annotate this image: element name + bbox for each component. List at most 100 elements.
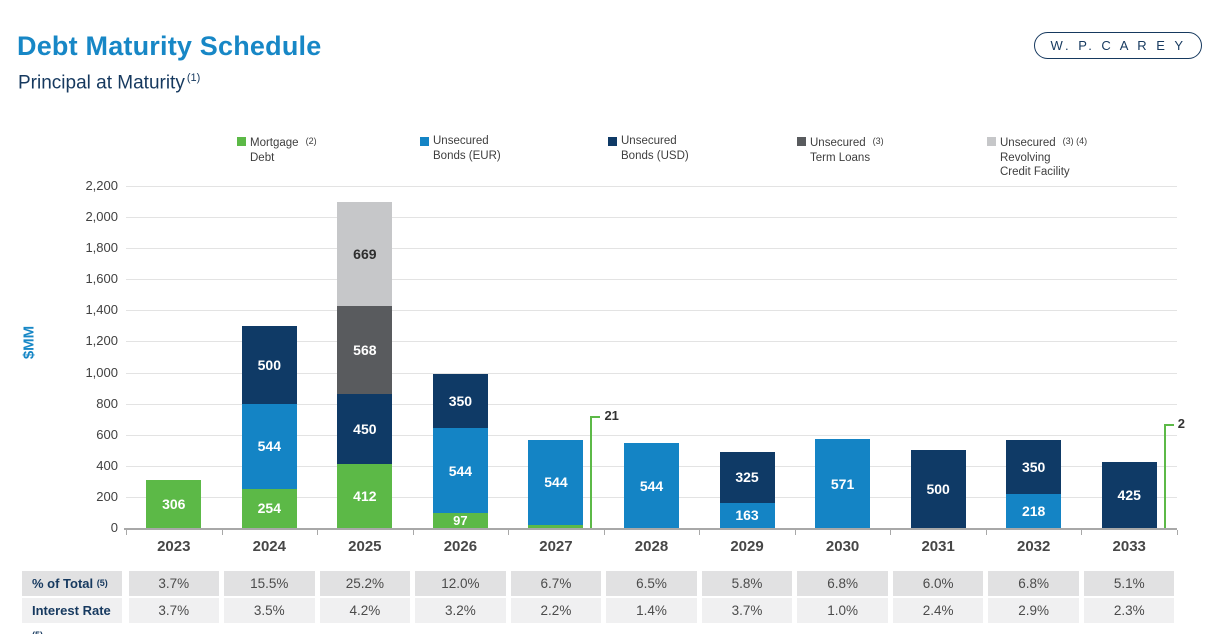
- legend-label-line: Revolving: [1000, 151, 1051, 164]
- x-axis-tick: [221, 530, 223, 535]
- bar-segment: [719, 452, 775, 503]
- legend-label-line: Unsecured: [621, 135, 677, 147]
- legend-item-label: Unsecured (3) Term Loans: [810, 134, 884, 165]
- y-axis-tick-label: 1,400: [85, 302, 118, 318]
- callout-line: [590, 416, 593, 528]
- table-cell: 4.2%: [319, 598, 411, 623]
- bar-segment: [815, 439, 871, 528]
- bar-value-label: 544: [448, 462, 473, 479]
- table-cell: 1.4%: [606, 598, 697, 623]
- x-axis-tick: [603, 530, 605, 535]
- bar-value-label: 306: [162, 496, 186, 513]
- table-cell: 25.2%: [319, 571, 411, 596]
- bar-segment: [337, 393, 393, 464]
- bar-value-label: 669: [353, 245, 377, 262]
- legend-label-line: Debt: [250, 151, 275, 164]
- table-cell: 2.3%: [1083, 598, 1175, 623]
- x-axis-tick-label: 2031: [921, 538, 955, 555]
- bar-value-label: 97: [453, 512, 468, 528]
- bar-segment: [337, 463, 393, 528]
- x-axis-tick-label: 2026: [443, 538, 478, 555]
- x-axis-tick: [1177, 530, 1178, 535]
- legend-swatch-icon: [608, 137, 617, 146]
- legend-swatch-icon: [797, 137, 806, 146]
- x-axis-tick: [1081, 530, 1083, 535]
- bar-segment: [432, 373, 488, 429]
- gridline: [126, 248, 1177, 250]
- y-axis-tick-label: 1,600: [85, 271, 118, 287]
- bar-value-label: 544: [544, 474, 568, 491]
- x-axis-tick-label: 2024: [252, 538, 286, 555]
- legend-item-label: Unsecured (3) (4) Revolving Credit Facility: [1000, 134, 1087, 180]
- gridline: [126, 186, 1177, 187]
- gridline: [126, 403, 1177, 405]
- bar-segment: [337, 305, 393, 394]
- bar-segment: [528, 524, 584, 528]
- callout-tick: [590, 416, 601, 418]
- legend-item: Unsecured Bonds (EUR): [420, 134, 501, 163]
- legend-label-line: Term Loans: [810, 151, 871, 164]
- legend-label-line: Unsecured: [433, 135, 489, 147]
- x-axis-tick-label: 2025: [348, 538, 382, 555]
- legend-label-line: Credit Facility: [1000, 166, 1070, 178]
- bar-value-label: 350: [448, 393, 473, 410]
- y-axis-tick-label: 1,200: [85, 333, 118, 349]
- x-axis-tick: [508, 530, 510, 535]
- bar-value-label: 425: [1117, 486, 1141, 503]
- table-cell: 12.0%: [415, 571, 506, 596]
- legend-label-line: Unsecured (3) (4): [1000, 136, 1088, 149]
- table-row-label: Interest Rate (5): [22, 598, 122, 634]
- x-axis-tick: [126, 530, 127, 535]
- x-axis-line: [124, 528, 1177, 530]
- table-cell: 6.7%: [510, 571, 602, 596]
- bar-value-label: 544: [639, 477, 664, 494]
- gridline: [126, 279, 1177, 281]
- bar-value-label: 163: [735, 507, 759, 524]
- legend-footnote: (3) (4): [1062, 136, 1088, 146]
- bar-segment: [146, 480, 202, 528]
- legend-swatch-icon: [420, 137, 429, 146]
- y-axis-tick-label: 0: [110, 520, 118, 535]
- x-axis-tick: [317, 530, 319, 535]
- y-axis-tick-label: 400: [96, 457, 118, 473]
- legend-item-label: Unsecured Bonds (USD): [621, 134, 689, 163]
- table-cell: 2.9%: [988, 598, 1079, 623]
- table-label-footnote: (5): [96, 578, 108, 588]
- x-axis-tick-label: 2023: [157, 538, 191, 555]
- x-axis-tick-label: 2027: [539, 538, 573, 555]
- y-axis-tick-label: 1,800: [85, 240, 118, 256]
- gridline: [126, 434, 1177, 436]
- table-row-label: % of Total (5): [22, 571, 122, 596]
- legend-label-line: Mortgage (2): [250, 136, 317, 149]
- bar-value-label: 218: [1021, 503, 1046, 520]
- legend-label-line: Unsecured (3): [810, 136, 884, 149]
- legend-footnote: (3): [872, 136, 884, 146]
- x-axis-tick: [890, 530, 892, 535]
- bar-segment: [1006, 494, 1062, 528]
- bar-segment: [241, 403, 297, 489]
- bar-value-label: 325: [735, 469, 759, 486]
- y-axis-tick-label: 1,000: [85, 364, 118, 380]
- x-axis-tick-label: 2032: [1016, 538, 1051, 555]
- y-axis-tick-label: 800: [96, 395, 118, 411]
- legend-item: Mortgage (2) Debt: [237, 134, 317, 165]
- page-subtitle: Principal at Maturity (1): [18, 72, 200, 94]
- bar-value-label: 544: [257, 438, 281, 455]
- legend-swatch-icon: [987, 137, 996, 146]
- legend-swatch-icon: [237, 137, 246, 146]
- table-label-footnote: (5): [32, 630, 43, 634]
- callout-tick: [1163, 424, 1174, 426]
- x-axis-tick: [699, 530, 701, 535]
- subtitle-footnote: (1): [186, 72, 201, 84]
- y-axis-tick-label: 2,000: [85, 209, 118, 225]
- bar-segment: [432, 512, 488, 528]
- table-cell: 6.8%: [988, 571, 1079, 596]
- gridline: [126, 341, 1177, 343]
- subtitle-text: Principal at Maturity: [18, 72, 185, 94]
- x-axis-tick-label: 2030: [825, 538, 860, 555]
- legend-item: Unsecured (3) Term Loans: [797, 134, 884, 165]
- legend-item: Unsecured (3) (4) Revolving Credit Facility: [987, 134, 1087, 180]
- table-cell: 3.5%: [224, 598, 315, 623]
- table-cell: 5.1%: [1083, 571, 1175, 596]
